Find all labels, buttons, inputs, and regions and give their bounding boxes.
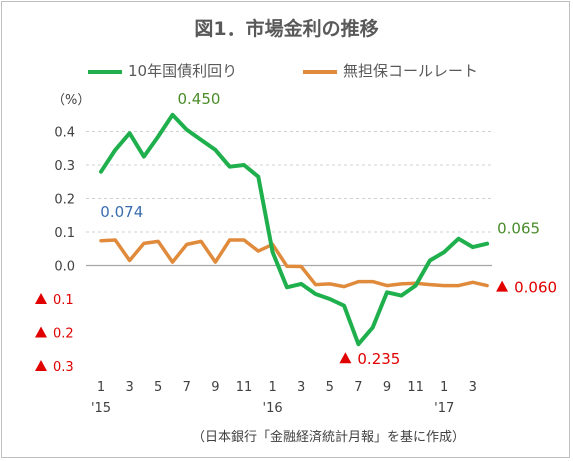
- y-tick-negative-marker: [35, 326, 47, 338]
- data-label: 0.060: [514, 279, 557, 297]
- x-tick-label: 5: [326, 380, 334, 395]
- x-tick-label: 1: [440, 380, 448, 395]
- x-tick-label: 9: [211, 380, 219, 395]
- source-note: （日本銀行「金融経済統計月報」を基に作成）: [192, 430, 466, 445]
- x-tick-label: 11: [236, 380, 253, 395]
- y-tick-label: 0.2: [54, 193, 75, 208]
- x-year-label: '15: [91, 401, 111, 416]
- y-tick-label: 0.3: [54, 159, 75, 174]
- series-line-call: [99, 238, 489, 289]
- x-tick-label: 5: [154, 380, 162, 395]
- y-tick-negative-marker: [35, 360, 47, 371]
- legend-label-jgb: 10年国債利回り: [128, 62, 238, 80]
- x-tick-label: 3: [469, 380, 477, 395]
- legend-swatch-call: [303, 69, 337, 74]
- data-label: 0.450: [178, 90, 221, 108]
- x-tick-label: 1: [97, 380, 105, 395]
- x-tick-label: 3: [125, 380, 133, 395]
- legend-label-call: 無担保コールレート: [343, 62, 479, 80]
- x-tick-label: 1: [268, 380, 276, 395]
- data-label: 0.235: [357, 350, 400, 368]
- y-unit-label: （%）: [52, 93, 90, 108]
- x-tick-label: 7: [183, 380, 191, 395]
- data-label: 0.065: [497, 220, 540, 238]
- y-tick-label: 0.1: [54, 226, 75, 241]
- y-tick-label: 0.4: [54, 126, 75, 141]
- annotation-negative-marker: [339, 352, 352, 364]
- x-year-label: '17: [434, 401, 454, 416]
- x-tick-label: 3: [297, 380, 305, 395]
- x-tick-label: 9: [383, 380, 391, 395]
- x-tick-label: 11: [407, 380, 424, 395]
- legend-swatch-jgb: [88, 69, 122, 74]
- y-tick-label: 0.2: [53, 327, 74, 342]
- series-line-jgb: [99, 112, 490, 347]
- x-year-label: '16: [263, 401, 283, 416]
- y-tick-negative-marker: [35, 293, 47, 304]
- y-tick-label: 0.3: [53, 360, 74, 375]
- annotation-negative-marker: [496, 280, 509, 292]
- legend-item-jgb: 10年国債利回り: [88, 60, 237, 81]
- x-tick-label: 7: [354, 380, 362, 395]
- y-tick-label: 0.0: [54, 260, 75, 275]
- y-tick-label: 0.1: [53, 293, 74, 308]
- data-label: 0.074: [100, 203, 143, 221]
- chart-title: 図1．市場金利の推移: [194, 18, 379, 40]
- legend-item-call: 無担保コールレート: [303, 60, 478, 81]
